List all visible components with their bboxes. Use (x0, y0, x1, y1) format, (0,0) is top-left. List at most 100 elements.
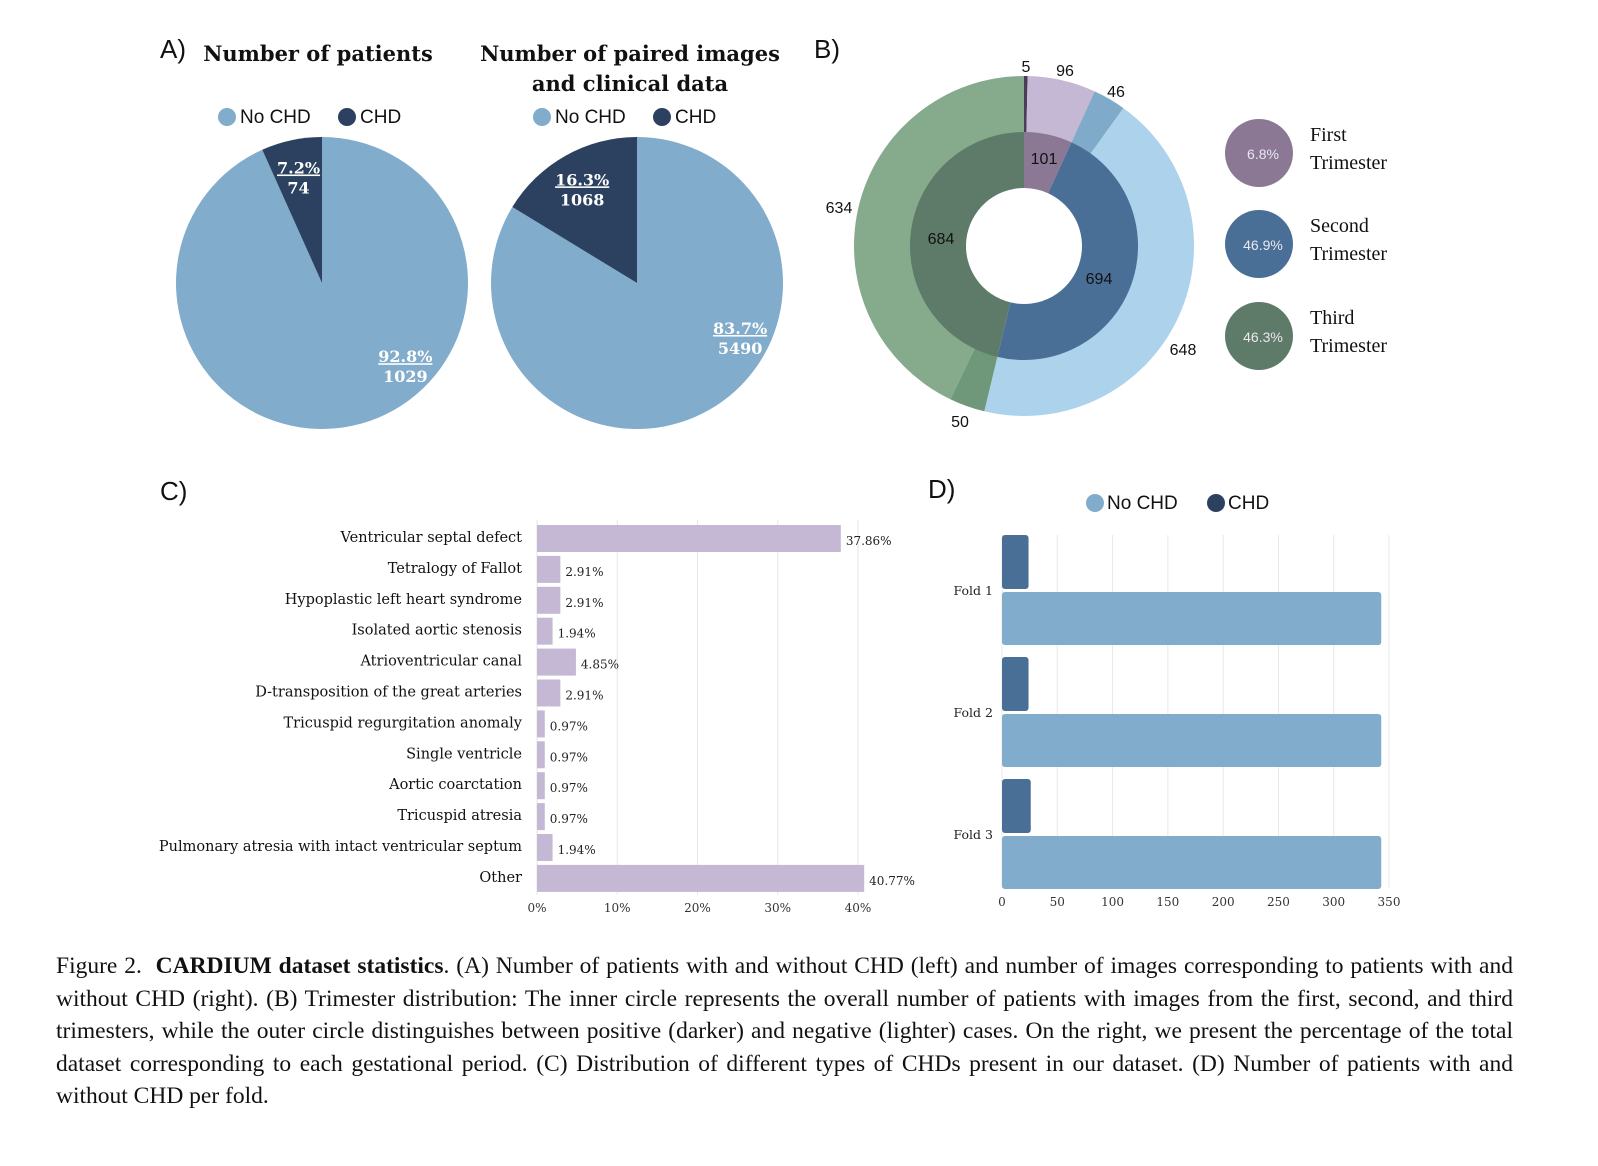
donut-outer-segment (950, 347, 998, 412)
legend-label-chd: CHD (675, 107, 716, 128)
x-tick-label: 200 (1212, 895, 1235, 909)
panel-label-a: A) (160, 34, 186, 64)
trimester-legend-name: Second (1310, 215, 1369, 237)
bar-value-label: 0.97% (550, 750, 588, 764)
category-label: Tetralogy of Fallot (388, 561, 522, 577)
x-tick-label: 0% (527, 901, 546, 915)
bar (537, 741, 545, 769)
bar-chd (1002, 535, 1029, 589)
trimester-legend-circle (1225, 119, 1293, 187)
x-tick-label: 20% (684, 901, 711, 915)
category-label: D-transposition of the great arteries (255, 685, 522, 701)
trimester-legend-name: Third (1310, 307, 1354, 329)
category-label: Single ventricle (406, 746, 522, 762)
caption-bold-title: CARDIUM dataset statistics (155, 953, 444, 979)
x-tick-label: 40% (845, 901, 872, 915)
bar (537, 864, 865, 892)
donut-outer-label: 50 (951, 414, 969, 431)
donut-outer-segment (1026, 76, 1095, 144)
pie-title: Number of paired images (480, 41, 780, 66)
category-label: Fold 1 (954, 583, 993, 598)
bar (537, 555, 561, 583)
legend-label-chd: CHD (360, 107, 401, 128)
bar-no-chd (1002, 714, 1382, 767)
donut-outer-label: 46 (1107, 84, 1125, 101)
bar-value-label: 2.91% (565, 689, 603, 703)
bar (537, 679, 561, 707)
bar-value-label: 2.91% (565, 565, 603, 579)
trimester-legend-name-line2: Trimester (1310, 152, 1387, 174)
x-tick-label: 50 (1050, 895, 1065, 909)
trimester-legend-name: First (1310, 124, 1347, 146)
x-tick-label: 0 (998, 895, 1006, 909)
bar-value-label: 0.97% (550, 719, 588, 733)
category-label: Other (479, 870, 522, 886)
legend-label-no-chd: No CHD (240, 107, 311, 128)
bar (537, 710, 545, 738)
category-label: Aortic coarctation (388, 777, 522, 793)
pie-title-line2: and clinical data (532, 71, 729, 96)
bar-value-label: 2.91% (565, 596, 603, 610)
legend-swatch-chd (1207, 494, 1225, 512)
bar-chd (1002, 779, 1031, 833)
category-label: Pulmonary atresia with intact ventricula… (159, 839, 522, 855)
donut-outer-label: 96 (1056, 63, 1074, 80)
bar-value-label: 40.77% (869, 874, 915, 888)
bar (537, 803, 545, 831)
trimester-legend-percent: 46.9% (1243, 237, 1283, 253)
donut-inner-label: 694 (1086, 271, 1113, 288)
legend-swatch-no-chd (533, 108, 551, 126)
category-label: Fold 3 (954, 827, 993, 842)
bar (537, 525, 841, 552)
panel-label-c: C) (160, 476, 187, 506)
donut-outer-label: 5 (1022, 59, 1031, 76)
donut-inner-segment (909, 132, 1024, 357)
trimester-legend-percent: 46.3% (1243, 329, 1283, 345)
donut-outer-segment (984, 108, 1195, 417)
x-tick-label: 150 (1156, 895, 1179, 909)
pie-title: Number of patients (203, 41, 433, 66)
x-tick-label: 300 (1322, 895, 1345, 909)
bar (537, 617, 553, 645)
trimester-legend-name-line2: Trimester (1310, 243, 1387, 265)
category-label: Ventricular septal defect (339, 530, 522, 546)
bar (537, 586, 561, 614)
donut-outer-segment (1071, 91, 1124, 155)
bar-value-label: 1.94% (558, 843, 596, 857)
category-label: Fold 2 (954, 705, 993, 720)
x-tick-label: 100 (1101, 895, 1124, 909)
legend-swatch-no-chd (1086, 494, 1104, 512)
donut-outer-segment (853, 76, 1024, 400)
legend-label-chd: CHD (1228, 493, 1269, 514)
legend-label-no-chd: No CHD (555, 107, 626, 128)
category-label: Isolated aortic stenosis (352, 623, 522, 639)
category-label: Atrioventricular canal (359, 654, 522, 670)
pie-percent-label: 83.7% (713, 319, 767, 338)
pie-slice-chd (262, 137, 322, 283)
pie-value-label: 1029 (383, 367, 428, 386)
donut-outer-label: 648 (1170, 342, 1197, 359)
x-tick-label: 10% (604, 901, 631, 915)
pie-slice-chd (512, 137, 637, 283)
caption-text: . (A) Number of patients with and withou… (56, 953, 1513, 1109)
x-tick-label: 250 (1267, 895, 1290, 909)
x-tick-label: 350 (1378, 895, 1401, 909)
bar-no-chd (1002, 836, 1382, 889)
bar (537, 648, 576, 676)
panel-label-d: D) (928, 474, 955, 504)
bar-value-label: 0.97% (550, 781, 588, 795)
category-label: Tricuspid atresia (397, 808, 522, 824)
x-tick-label: 30% (764, 901, 791, 915)
pie-value-label: 1068 (560, 190, 605, 209)
donut-inner-label: 101 (1031, 151, 1058, 168)
pie-value-label: 74 (287, 178, 309, 197)
trimester-legend-percent: 6.8% (1247, 146, 1279, 162)
bar (537, 834, 553, 861)
legend-swatch-chd (338, 108, 356, 126)
bar-no-chd (1002, 592, 1382, 645)
caption-prefix: Figure 2. (56, 953, 142, 979)
category-label: Hypoplastic left heart syndrome (285, 592, 522, 608)
donut-inner-segment (997, 142, 1139, 361)
figure-caption: Figure 2. CARDIUM dataset statistics. (A… (56, 950, 1513, 1113)
bar-value-label: 4.85% (581, 658, 619, 672)
